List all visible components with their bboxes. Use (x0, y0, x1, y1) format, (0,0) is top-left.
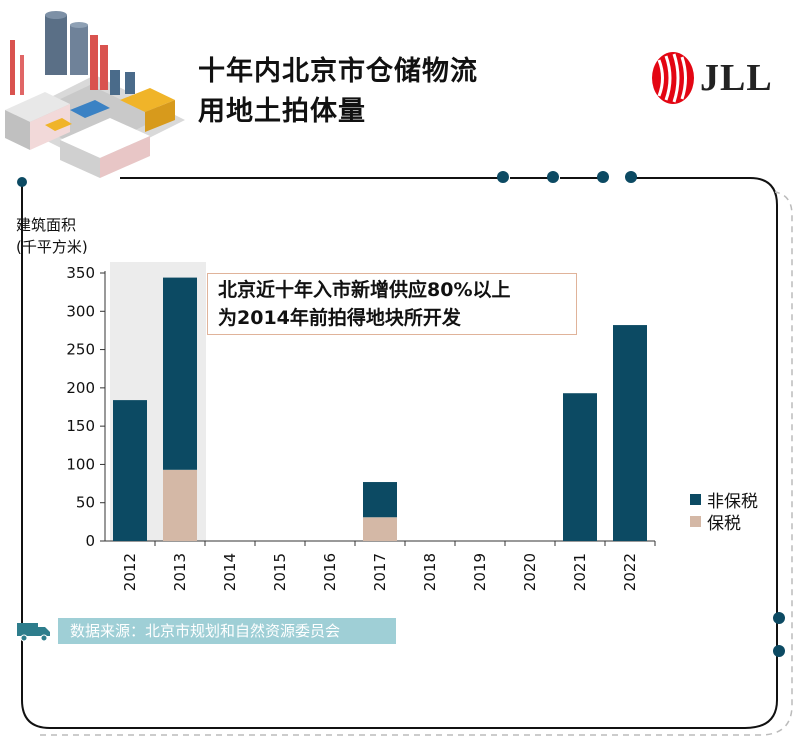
data-source-note: 数据来源：北京市规划和自然资源委员会 (58, 618, 396, 644)
x-tick-label-2017: 2017 (371, 553, 389, 591)
x-tick-label-2013: 2013 (171, 553, 189, 591)
annotation-line-1: 北京近十年入市新增供应80%以上 (218, 279, 511, 301)
bar-2021-non-bonded (563, 393, 597, 541)
legend-swatch-non-bonded (690, 493, 701, 505)
legend-item-bonded: 保税 (690, 510, 758, 534)
title-line-2: 用地土拍体量 (198, 96, 366, 127)
page-title: 十年内北京市仓储物流 用地土拍体量 (198, 52, 478, 132)
legend-swatch-bonded (690, 515, 701, 527)
y-tick-label: 50 (76, 494, 95, 512)
warehouse-illustration (5, 11, 185, 178)
annotation-callout: 北京近十年入市新增供应80%以上 为2014年前拍得地块所开发 (207, 273, 577, 335)
bar-2013-non-bonded (163, 277, 197, 470)
y-tick-label: 350 (66, 264, 95, 282)
chart-legend: 非保税 保税 (690, 488, 758, 534)
x-tick-label-2012: 2012 (121, 553, 139, 591)
legend-label-bonded: 保税 (707, 513, 741, 534)
x-tick-label-2020: 2020 (521, 553, 539, 591)
x-tick-label-2019: 2019 (471, 553, 489, 591)
x-tick-label-2016: 2016 (321, 553, 339, 591)
legend-label-non-bonded: 非保税 (707, 491, 758, 512)
bar-2017-bonded (363, 517, 397, 541)
truck-icon (17, 623, 50, 642)
title-line-1: 十年内北京市仓储物流 (198, 56, 478, 87)
y-tick-label: 0 (85, 532, 95, 550)
jll-logo-text: JLL (700, 57, 773, 99)
y-tick-label: 150 (66, 417, 95, 435)
x-tick-label-2022: 2022 (621, 553, 639, 591)
x-tick-label-2021: 2021 (571, 553, 589, 591)
annotation-line-2: 为2014年前拍得地块所开发 (218, 307, 461, 329)
x-tick-label-2015: 2015 (271, 553, 289, 591)
bar-2012-non-bonded (113, 400, 147, 541)
legend-item-non-bonded: 非保税 (690, 488, 758, 512)
x-tick-label-2018: 2018 (421, 553, 439, 591)
bar-2022-non-bonded (613, 325, 647, 541)
bar-2013-bonded (163, 469, 197, 541)
y-tick-label: 300 (66, 302, 95, 320)
y-axis-label-line-2: (千平方米) (16, 238, 88, 256)
y-axis-label-line-1: 建筑面积 (16, 216, 77, 234)
y-tick-label: 100 (66, 455, 95, 473)
x-tick-label-2014: 2014 (221, 553, 239, 591)
y-tick-label: 250 (66, 341, 95, 359)
jll-logo-icon (652, 52, 694, 104)
y-axis-label: 建筑面积 (千平方米) (16, 214, 88, 258)
y-tick-label: 200 (66, 379, 95, 397)
bar-2017-non-bonded (363, 482, 397, 518)
